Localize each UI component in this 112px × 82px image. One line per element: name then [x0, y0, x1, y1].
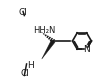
Text: H: H	[27, 61, 33, 70]
Text: HH₂N: HH₂N	[33, 26, 55, 35]
Text: Cl: Cl	[20, 69, 29, 78]
Text: N: N	[83, 45, 89, 54]
Polygon shape	[41, 40, 55, 59]
Text: Cl: Cl	[19, 8, 27, 17]
